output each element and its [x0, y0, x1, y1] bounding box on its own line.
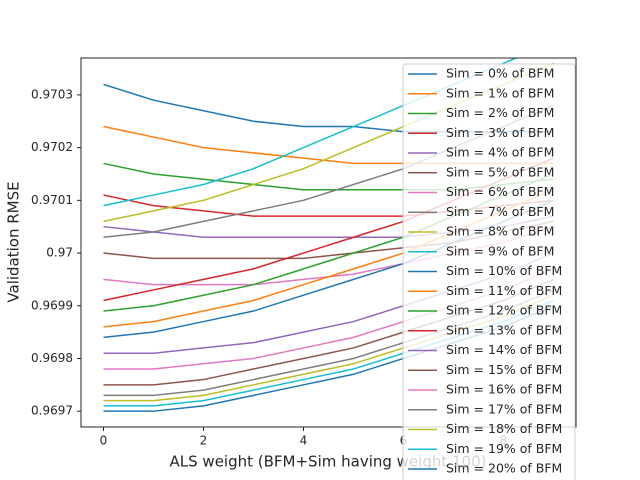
legend-label: Sim = 0% of BFM: [446, 66, 554, 81]
legend-label: Sim = 17% of BFM: [446, 401, 562, 416]
y-tick-label: 0.9697: [31, 404, 73, 418]
x-tick-label: 2: [200, 434, 208, 448]
legend-label: Sim = 13% of BFM: [446, 322, 562, 337]
y-tick-label: 0.97: [46, 246, 73, 260]
y-tick-label: 0.9702: [31, 140, 73, 154]
legend-box: [402, 63, 576, 480]
legend-label: Sim = 12% of BFM: [446, 303, 562, 318]
legend-label: Sim = 11% of BFM: [446, 283, 562, 298]
legend-label: Sim = 19% of BFM: [446, 441, 562, 456]
legend-label: Sim = 2% of BFM: [446, 105, 554, 120]
legend-label: Sim = 4% of BFM: [446, 145, 554, 160]
legend-label: Sim = 5% of BFM: [446, 164, 554, 179]
legend-label: Sim = 16% of BFM: [446, 382, 562, 397]
legend-label: Sim = 14% of BFM: [446, 342, 562, 357]
legend-label: Sim = 3% of BFM: [446, 125, 554, 140]
legend-label: Sim = 10% of BFM: [446, 263, 562, 278]
y-tick-label: 0.9698: [31, 351, 73, 365]
y-axis-label: Validation RMSE: [5, 181, 23, 302]
legend-label: Sim = 7% of BFM: [446, 204, 554, 219]
y-tick-label: 0.9703: [31, 87, 73, 101]
x-tick-label: 0: [100, 434, 108, 448]
legend-label: Sim = 15% of BFM: [446, 362, 562, 377]
legend-label: Sim = 9% of BFM: [446, 243, 554, 258]
legend-label: Sim = 1% of BFM: [446, 85, 554, 100]
y-tick-label: 0.9699: [31, 298, 73, 312]
plot-frame: [80, 57, 577, 428]
legend-label: Sim = 6% of BFM: [446, 184, 554, 199]
x-tick-label: 4: [300, 434, 308, 448]
y-tick-label: 0.9701: [31, 193, 73, 207]
legend-label: Sim = 18% of BFM: [446, 421, 562, 436]
legend-label: Sim = 20% of BFM: [446, 461, 562, 476]
legend-label: Sim = 8% of BFM: [446, 224, 554, 239]
